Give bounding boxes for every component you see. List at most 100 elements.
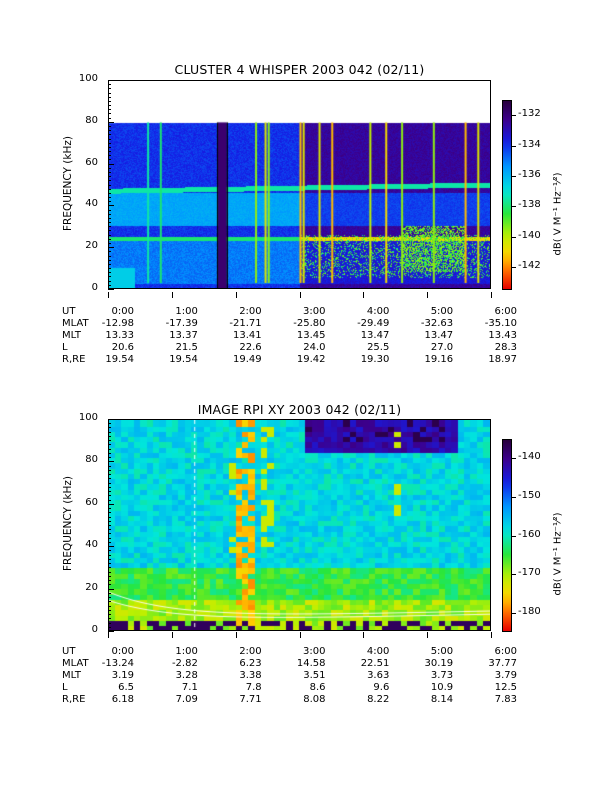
panel2-title: IMAGE RPI XY 2003 042 (02/11) bbox=[197, 402, 402, 417]
panel2-ephemeris-value: 8.6 bbox=[309, 682, 326, 693]
panel2-colorbar-tick-mark bbox=[511, 535, 516, 537]
panel2-ytick-minor bbox=[108, 626, 111, 628]
panel1-ytick-minor bbox=[108, 251, 111, 253]
panel1-ephemeris-value: 13.47 bbox=[424, 330, 454, 341]
panel2-ytick-minor bbox=[108, 478, 111, 480]
panel1-ephemeris-label: L bbox=[62, 342, 68, 353]
panel1-ytick-minor bbox=[108, 272, 111, 274]
panel1-spectrogram bbox=[108, 80, 491, 289]
panel2-colorbar-tick-mark bbox=[511, 612, 516, 614]
panel1-ytick-minor bbox=[108, 201, 111, 203]
panel2-ephemeris-value: -13.24 bbox=[101, 658, 134, 669]
panel2-y-axis-label: FREQUENCY (kHz) bbox=[62, 476, 74, 571]
panel2-ephemeris-value: 3:00 bbox=[303, 646, 326, 657]
panel1-ytick-minor bbox=[108, 146, 111, 148]
panel2-colorbar-tick-label: -150 bbox=[518, 489, 541, 501]
panel1-ytick-minor bbox=[108, 142, 111, 144]
panel2-ephemeris-value: 0:00 bbox=[111, 646, 134, 657]
panel2-ephemeris-label: L bbox=[62, 682, 68, 693]
panel1-xtick-mark bbox=[235, 292, 237, 298]
panel1-colorbar-label: dB( V M⁻¹ Hz⁻¹⁄²) bbox=[552, 172, 564, 256]
panel1-ytick-minor bbox=[108, 205, 111, 207]
panel2-ytick-minor bbox=[108, 614, 111, 616]
panel1-ytick-mark bbox=[108, 205, 114, 207]
panel1-ytick-minor bbox=[108, 284, 111, 286]
panel1-ephemeris-value: -25.80 bbox=[293, 318, 326, 329]
panel2-ytick-mark bbox=[108, 461, 114, 463]
panel2-ytick-minor bbox=[108, 444, 111, 446]
panel2-ephemeris-value: 3.79 bbox=[494, 670, 517, 681]
panel1-colorbar-tick-mark bbox=[511, 115, 516, 117]
panel1-ytick-minor bbox=[108, 84, 111, 86]
panel1-ytick-minor bbox=[108, 184, 111, 186]
panel2-xtick-mark bbox=[363, 632, 365, 638]
panel2-ytick-minor bbox=[108, 457, 111, 459]
panel1-ephemeris-label: MLT bbox=[62, 330, 81, 341]
panel2-colorbar-tick-label: -140 bbox=[518, 451, 541, 463]
panel2-ytick-mark bbox=[108, 419, 114, 420]
panel1-ephemeris-value: -29.49 bbox=[357, 318, 390, 329]
panel1-ytick-minor bbox=[108, 192, 111, 194]
panel1-ephemeris-value: 19.49 bbox=[233, 354, 262, 365]
panel1-ytick-minor bbox=[108, 163, 111, 165]
panel1-ytick-mark bbox=[108, 163, 114, 165]
panel2-ytick-minor bbox=[108, 440, 111, 442]
panel2-ephemeris-value: 12.5 bbox=[494, 682, 517, 693]
panel1-ytick-minor bbox=[108, 138, 111, 140]
panel2-ytick-minor bbox=[108, 427, 111, 429]
panel2-ytick-label: 40 bbox=[85, 539, 98, 551]
panel1-ytick-minor bbox=[108, 209, 111, 211]
panel1-ytick-minor bbox=[108, 92, 111, 94]
panel2-ephemeris-value: 6.23 bbox=[239, 658, 262, 669]
panel1-ephemeris-value: 5:00 bbox=[430, 306, 454, 317]
panel2-ytick-minor bbox=[108, 550, 111, 552]
panel1-ephemeris-value: 13.43 bbox=[488, 330, 517, 341]
panel1-ytick-minor bbox=[108, 238, 111, 240]
panel1-ytick-label: 0 bbox=[91, 282, 98, 293]
panel1-colorbar-tick-label: -138 bbox=[518, 199, 541, 211]
panel2-ytick-minor bbox=[108, 588, 111, 590]
panel2-ytick-minor bbox=[108, 605, 111, 607]
panel2-ytick-minor bbox=[108, 546, 111, 548]
panel2-xtick-mark bbox=[108, 632, 109, 638]
panel1-ytick-mark bbox=[108, 80, 114, 81]
panel2-ytick-minor bbox=[108, 609, 111, 611]
panel1-ytick-minor bbox=[108, 109, 111, 111]
panel1-ytick-label: 40 bbox=[85, 198, 98, 210]
panel1-ephemeris-value: 19.30 bbox=[360, 354, 390, 365]
panel2-ephemeris-value: 8.14 bbox=[430, 694, 454, 705]
panel2-ytick-minor bbox=[108, 419, 111, 420]
panel2-ytick-minor bbox=[108, 503, 111, 505]
panel2-colorbar-tick-mark bbox=[511, 496, 516, 498]
panel1-colorbar bbox=[502, 100, 512, 290]
panel1-ytick-minor bbox=[108, 276, 111, 278]
panel1-ephemeris-value: 28.3 bbox=[494, 342, 517, 353]
panel2-xtick-mark bbox=[235, 632, 237, 638]
panel1-colorbar-tick-mark bbox=[511, 236, 516, 238]
panel2-colorbar-tick-label: -170 bbox=[518, 567, 541, 579]
panel1-ytick-minor bbox=[108, 243, 111, 245]
panel1-ephemeris-value: 22.6 bbox=[239, 342, 262, 353]
panel1-ytick-minor bbox=[108, 121, 111, 123]
panel1-ephemeris-label: R,RE bbox=[62, 354, 86, 365]
panel1-ytick-minor bbox=[108, 159, 111, 161]
panel1-colorbar-tick-label: -142 bbox=[518, 260, 541, 272]
panel1-ytick-minor bbox=[108, 171, 111, 173]
panel1-colorbar-tick-label: -140 bbox=[518, 229, 541, 241]
panel1-ytick-label: 20 bbox=[85, 240, 98, 252]
panel1-ephemeris-value: 25.5 bbox=[367, 342, 390, 353]
panel2-ytick-minor bbox=[108, 567, 111, 569]
panel1-colorbar-tick-label: -132 bbox=[518, 108, 541, 120]
panel2-ephemeris-value: 30.19 bbox=[424, 658, 454, 669]
panel2-ephemeris-value: 22.51 bbox=[360, 658, 390, 669]
panel2-ephemeris-value: 3.28 bbox=[175, 670, 198, 681]
panel2-colorbar-label: dB( V M⁻¹ Hz⁻¹⁄²) bbox=[552, 512, 564, 596]
panel1-y-axis-label: FREQUENCY (kHz) bbox=[62, 136, 74, 231]
panel2-ephemeris-value: 7.71 bbox=[239, 694, 262, 705]
panel2-ytick-minor bbox=[108, 575, 111, 577]
panel2-ytick-minor bbox=[108, 597, 111, 599]
panel2-ytick-minor bbox=[108, 512, 111, 514]
panel2-ytick-minor bbox=[108, 495, 111, 497]
panel2-ytick-minor bbox=[108, 469, 111, 471]
panel1-xtick-mark bbox=[363, 292, 365, 298]
